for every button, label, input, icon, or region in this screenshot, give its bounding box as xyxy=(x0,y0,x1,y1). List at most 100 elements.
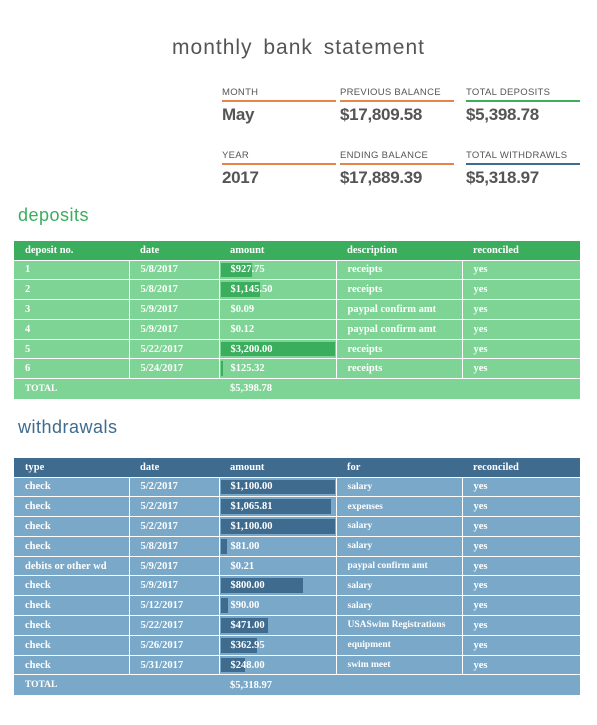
total-withdrawals-label: TOTAL WITHDRAWLS xyxy=(466,150,568,161)
deposits-amount-text: $0.09 xyxy=(230,303,255,315)
month-label: MONTH xyxy=(222,87,259,98)
deposits-cell-date: 5/22/2017 xyxy=(128,338,219,359)
withdrawals-cell-for: salary xyxy=(335,595,462,616)
withdrawals-cell-type: check xyxy=(14,535,129,557)
summary-previous-balance: PREVIOUS BALANCE $17,809.58 xyxy=(340,87,454,125)
withdrawals-amount-text: $81.00 xyxy=(230,540,260,552)
withdrawals-cell-for: swim meet xyxy=(335,654,462,675)
ending-balance-rule xyxy=(340,163,454,165)
withdrawals-cell-type: check xyxy=(14,634,129,656)
withdrawals-cell-date: 5/2/2017 xyxy=(128,496,219,517)
table-row: 6 5/24/2017 $125.32 receipts yes xyxy=(14,358,580,379)
withdrawals-cell-reconciled: yes xyxy=(461,595,580,616)
withdrawals-cell-date: 5/9/2017 xyxy=(128,575,219,596)
deposits-cell-reconciled: yes xyxy=(461,259,580,280)
withdrawals-cell-for: paypal confirm amt xyxy=(335,555,462,576)
withdrawals-amount-bar xyxy=(220,578,303,594)
withdrawals-cell-reconciled: yes xyxy=(461,575,580,596)
deposits-cell-date: 5/8/2017 xyxy=(128,259,219,280)
table-row: check 5/8/2017 $81.00 salary yes xyxy=(14,535,580,557)
withdrawals-amount-text: $362.95 xyxy=(230,639,265,651)
month-rule xyxy=(222,100,336,102)
withdrawals-cell-date: 5/2/2017 xyxy=(128,476,219,497)
withdrawals-amount-text: $471.00 xyxy=(230,619,265,631)
deposits-header-amount: amount xyxy=(219,241,336,260)
deposits-amount-text: $927.75 xyxy=(230,264,265,276)
summary-ending-balance: ENDING BALANCE $17,889.39 xyxy=(340,150,454,188)
withdrawals-cell-type: check xyxy=(14,476,129,497)
withdrawals-cell-reconciled: yes xyxy=(461,555,580,576)
total-withdrawals-rule xyxy=(466,163,580,165)
withdrawals-cell-for: salary xyxy=(335,476,462,497)
deposits-cell-date: 5/8/2017 xyxy=(128,279,219,300)
summary-total-withdrawals: TOTAL WITHDRAWLS $5,318.97 xyxy=(466,150,580,188)
withdrawals-cell-for: salary xyxy=(335,575,462,596)
withdrawals-total-row: TOTAL $5,318.97 xyxy=(14,674,580,695)
deposits-cell-reconciled: yes xyxy=(461,358,580,379)
total-withdrawals-value: $5,318.97 xyxy=(466,168,539,187)
table-row: 3 5/9/2017 $0.09 paypal confirm amt yes xyxy=(14,299,580,320)
withdrawals-cell-date: 5/2/2017 xyxy=(128,516,219,537)
deposits-amount-bar xyxy=(220,282,261,298)
withdrawals-amount-bar xyxy=(220,519,335,534)
deposits-cell-description: paypal confirm amt xyxy=(335,318,462,340)
table-row: check 5/31/2017 $248.00 swim meet yes xyxy=(14,654,580,675)
deposits-header-date: date xyxy=(129,241,219,260)
withdrawals-cell-type: check xyxy=(14,496,129,517)
table-row: check 5/2/2017 $1,065.81 expenses yes xyxy=(14,496,580,517)
deposits-cell-deposit-no: 3 xyxy=(14,299,129,320)
deposits-header-description: description xyxy=(336,241,462,260)
deposits-cell-amount: $0.09 xyxy=(218,299,336,320)
deposits-amount-text: $1,145.50 xyxy=(230,284,273,296)
withdrawals-cell-reconciled: yes xyxy=(461,516,580,537)
withdrawals-header-for: for xyxy=(336,458,462,477)
withdrawals-cell-amount: $0.21 xyxy=(218,555,336,576)
table-row: 4 5/9/2017 $0.12 paypal confirm amt yes xyxy=(14,318,580,340)
withdrawals-cell-amount: $90.00 xyxy=(218,595,336,616)
year-label: YEAR xyxy=(222,150,250,161)
withdrawals-total-value: $5,318.97 xyxy=(219,674,336,695)
withdrawals-amount-bar xyxy=(220,538,228,554)
deposits-header-deposit-no: deposit no. xyxy=(14,241,129,260)
table-row: check 5/2/2017 $1,100.00 salary yes xyxy=(14,516,580,537)
withdrawals-cell-for: expenses xyxy=(335,496,462,517)
withdrawals-cell-date: 5/12/2017 xyxy=(128,595,219,616)
withdrawals-cell-for: USASwim Registrations xyxy=(335,615,462,636)
table-row: check 5/12/2017 $90.00 salary yes xyxy=(14,595,580,616)
withdrawals-cell-reconciled: yes xyxy=(461,634,580,656)
withdrawals-amount-text: $90.00 xyxy=(230,600,260,612)
deposits-cell-amount: $927.75 xyxy=(218,259,336,280)
deposits-cell-amount: $3,200.00 xyxy=(218,338,336,359)
withdrawals-cell-amount: $800.00 xyxy=(218,575,336,596)
deposits-cell-date: 5/24/2017 xyxy=(128,358,219,379)
deposits-cell-date: 5/9/2017 xyxy=(128,299,219,320)
deposits-cell-description: paypal confirm amt xyxy=(335,299,462,320)
total-deposits-value: $5,398.78 xyxy=(466,105,539,124)
deposits-header-row: deposit no. date amount description reconcil… xyxy=(14,241,580,260)
withdrawals-amount-bar xyxy=(220,637,257,653)
deposits-cell-reconciled: yes xyxy=(461,299,580,320)
withdrawals-cell-amount: $1,100.00 xyxy=(218,516,336,537)
deposits-cell-date: 5/9/2017 xyxy=(128,318,219,340)
withdrawals-cell-reconciled: yes xyxy=(461,535,580,557)
deposits-cell-deposit-no: 5 xyxy=(14,338,129,359)
withdrawals-cell-date: 5/8/2017 xyxy=(128,535,219,557)
ending-balance-value: $17,889.39 xyxy=(340,168,423,187)
deposits-cell-reconciled: yes xyxy=(461,279,580,300)
table-row: check 5/26/2017 $362.95 equipment yes xyxy=(14,634,580,656)
withdrawals-cell-for: salary xyxy=(335,516,462,537)
withdrawals-cell-amount: $248.00 xyxy=(218,654,336,675)
withdrawals-cell-for: salary xyxy=(335,535,462,557)
deposits-cell-deposit-no: 6 xyxy=(14,358,129,379)
page-title: monthly bank statement xyxy=(172,36,425,59)
deposits-amount-text: $125.32 xyxy=(230,363,265,375)
withdrawals-cell-date: 5/9/2017 xyxy=(128,555,219,576)
withdrawals-amount-text: $800.00 xyxy=(230,580,265,592)
deposits-cell-description: receipts xyxy=(335,338,462,359)
deposits-table: deposit no. date amount description reconcil… xyxy=(14,241,580,399)
deposits-cell-description: receipts xyxy=(335,358,462,379)
month-value: May xyxy=(222,105,255,124)
withdrawals-amount-bar xyxy=(220,618,269,633)
withdrawals-cell-type: check xyxy=(14,575,129,596)
withdrawals-amount-text: $1,100.00 xyxy=(230,481,273,493)
